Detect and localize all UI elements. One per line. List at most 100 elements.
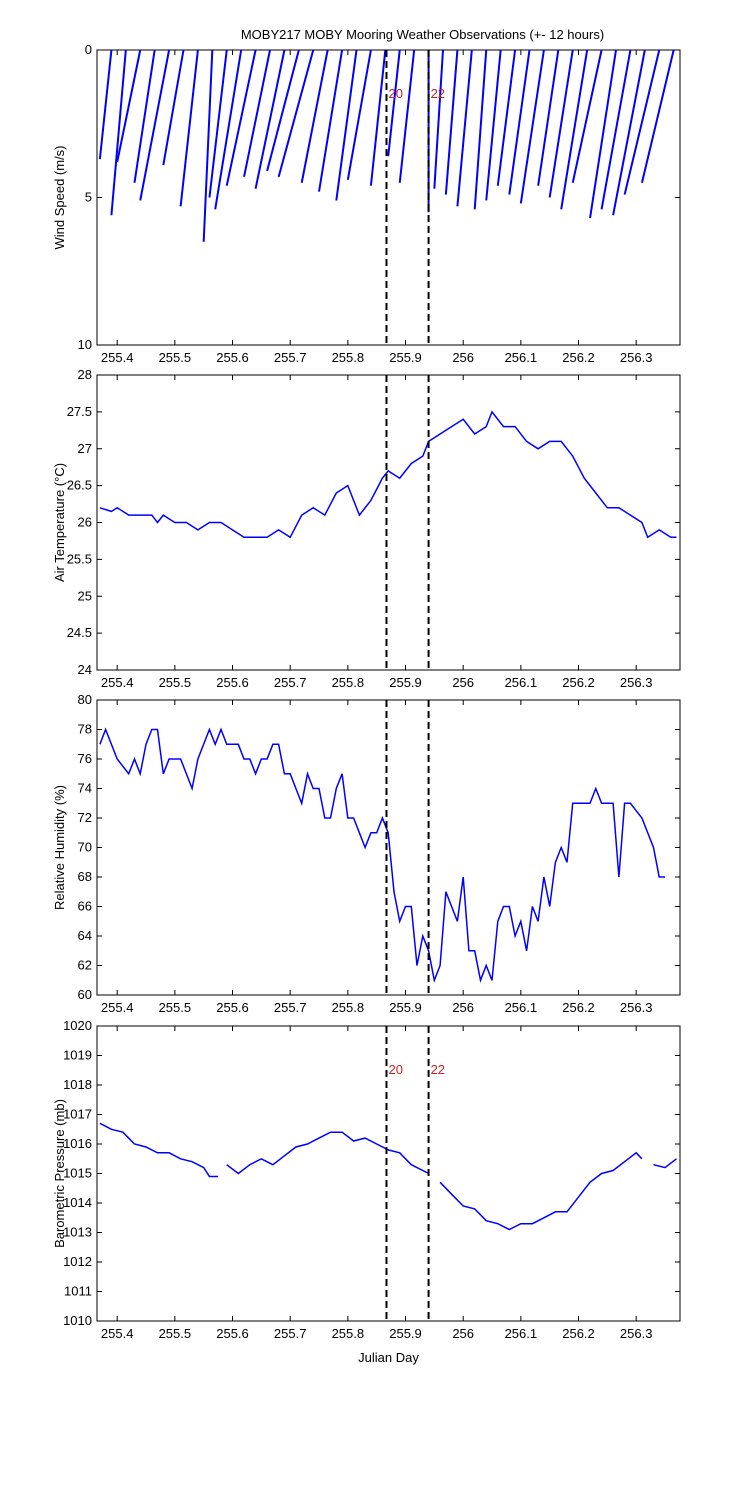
plot-frame [96,1025,681,1322]
wind-stick [346,49,372,180]
wind-stick [560,49,589,210]
y-axis-label: Wind Speed (m/s) [52,145,67,249]
y-tick-label: 1015 [63,1166,92,1181]
x-tick-label: 255.4 [101,675,134,690]
y-tick-label: 27.5 [67,404,92,419]
x-tick-label: 255.5 [159,1000,192,1015]
x-tick-label: 256.2 [562,1000,595,1015]
x-tick-label: 255.7 [274,1326,307,1341]
x-tick-label: 256 [452,350,474,365]
y-tick-label: 10 [78,337,92,352]
x-tick-label: 255.9 [389,350,422,365]
x-tick-label: 255.9 [389,1000,422,1015]
y-tick-label: 1013 [63,1225,92,1240]
wind-stick [133,49,156,183]
x-axis-label: Julian Day [358,1350,419,1365]
y-tick-label: 78 [78,722,92,737]
wind-stick [519,49,545,204]
y-tick-label: 0 [85,42,92,57]
data-line [99,1122,677,1231]
y-tick-label: 26.5 [67,478,92,493]
x-tick-label: 255.5 [159,675,192,690]
x-tick-label: 256.1 [505,1326,538,1341]
x-tick-label: 255.5 [159,1326,192,1341]
data-line [99,727,665,983]
y-tick-label: 1014 [63,1195,92,1210]
x-tick-label: 255.9 [389,1326,422,1341]
wind-stick [456,49,473,207]
wind-stick [110,49,127,216]
y-tick-label: 66 [78,899,92,914]
wind-stick [318,49,344,192]
x-tick-label: 256.2 [562,350,595,365]
x-tick-label: 256.3 [620,675,653,690]
wind-stick [444,49,459,195]
wind-stick [139,49,171,201]
y-tick-label: 62 [78,958,92,973]
y-tick-label: 1016 [63,1136,92,1151]
wind-stick [387,49,401,157]
wind-stick [266,49,300,172]
wind-stick [98,49,113,160]
x-tick-label: 255.5 [159,350,192,365]
wind-stick [640,49,675,183]
y-tick-label: 70 [78,840,92,855]
x-tick-label: 256.1 [505,350,538,365]
plot-frame [96,374,681,671]
x-tick-label: 256 [452,1326,474,1341]
y-tick-label: 76 [78,751,92,766]
y-tick-label: 24 [78,662,92,677]
x-tick-label: 255.8 [332,675,365,690]
wind-stick [589,49,617,219]
y-tick-label: 25.5 [67,551,92,566]
y-tick-label: 1018 [63,1077,92,1092]
wind-stick [116,49,142,163]
x-tick-label: 255.7 [274,350,307,365]
y-tick-label: 74 [78,781,92,796]
wind-stick [612,49,646,216]
data-line [99,410,677,539]
x-tick-label: 255.8 [332,1000,365,1015]
wind-stick [548,49,574,198]
wind-stick [508,49,531,195]
y-tick-label: 28 [78,367,92,382]
wind-stick [179,49,199,207]
x-tick-label: 255.6 [216,350,249,365]
wind-stick [243,49,271,178]
y-tick-label: 1019 [63,1048,92,1063]
marker-label: 20 [388,1062,402,1077]
wind-stick [214,49,243,210]
x-tick-label: 255.6 [216,1000,249,1015]
y-tick-label: 5 [85,190,92,205]
y-axis-label: Relative Humidity (%) [52,785,67,910]
x-tick-label: 255.8 [332,350,365,365]
x-tick-label: 255.9 [389,675,422,690]
y-tick-label: 26 [78,515,92,530]
chart-title: MOBY217 MOBY Mooring Weather Observation… [241,27,604,42]
x-tick-label: 255.4 [101,350,134,365]
wind-stick [277,49,315,178]
wind-stick [600,49,632,210]
wind-stick [623,49,661,195]
y-tick-label: 1012 [63,1254,92,1269]
x-tick-label: 255.4 [101,1326,134,1341]
y-tick-label: 68 [78,869,92,884]
x-tick-label: 256 [452,1000,474,1015]
wind-stick [537,49,560,186]
x-tick-label: 256.3 [620,1000,653,1015]
x-tick-label: 256.1 [505,675,538,690]
marker-label: 22 [431,86,445,101]
y-tick-label: 64 [78,928,92,943]
wind-stick [225,49,257,186]
y-tick-label: 1020 [63,1018,92,1033]
y-tick-label: 1010 [63,1313,92,1328]
wind-stick [162,49,185,166]
wind-stick [300,49,329,183]
y-tick-label: 72 [78,810,92,825]
wind-stick [369,49,387,186]
marker-label: 22 [431,1062,445,1077]
wind-stick [208,49,228,198]
y-axis-label: Air Temperature (°C) [52,463,67,582]
y-tick-label: 80 [78,692,92,707]
